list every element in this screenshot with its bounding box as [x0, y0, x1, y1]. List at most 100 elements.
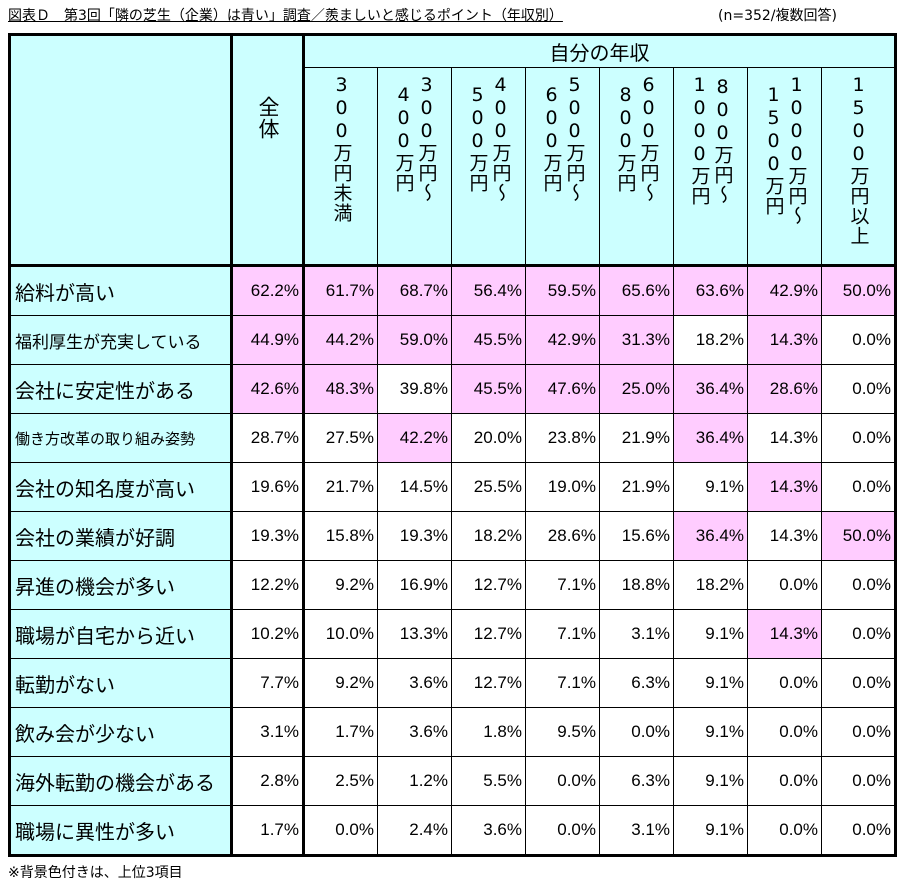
value-cell: 7.1%	[525, 609, 600, 659]
value-cell: 31.3%	[599, 315, 674, 365]
value-cell: 9.1%	[673, 756, 748, 806]
value-cell: 20.0%	[451, 413, 526, 463]
column-label: 1500万円以上	[847, 74, 870, 246]
value-cell: 50.0%	[821, 265, 896, 316]
value-cell: 36.4%	[673, 413, 748, 463]
table-row: 海外転勤の機会がある 2.8% 2.5% 1.2% 5.5% 0.0% 6.3% 9.1% 0.…	[9, 756, 896, 806]
value-cell: 1.7%	[302, 707, 378, 757]
value-cell: 28.7%	[230, 413, 304, 463]
value-cell: 10.0%	[302, 609, 378, 659]
column-header: 500万円～ 600万円	[525, 67, 600, 267]
value-cell: 50.0%	[821, 511, 896, 561]
column-label: 1000万円～ 1500万円	[762, 74, 808, 226]
column-label: 600万円～ 800万円	[614, 74, 660, 203]
value-cell: 61.7%	[302, 265, 378, 316]
row-label: 職場に異性が多い	[9, 805, 232, 856]
value-cell: 14.3%	[747, 315, 822, 365]
column-header: 1500万円以上	[821, 67, 896, 267]
value-cell: 14.5%	[377, 462, 452, 512]
corner-cell	[9, 34, 232, 267]
value-cell: 13.3%	[377, 609, 452, 659]
value-cell: 19.3%	[377, 511, 452, 561]
value-cell: 9.5%	[525, 707, 600, 757]
value-cell: 63.6%	[673, 265, 748, 316]
value-cell: 7.1%	[525, 560, 600, 610]
column-header: 600万円～ 800万円	[599, 67, 674, 267]
value-cell: 0.0%	[821, 609, 896, 659]
column-label: 300万円未満	[330, 74, 353, 223]
row-label: 会社の業績が好調	[9, 511, 232, 561]
value-cell: 1.2%	[377, 756, 452, 806]
value-cell: 9.1%	[673, 707, 748, 757]
column-header: 全体	[230, 34, 304, 267]
sample-note: (n=352/複数回答)	[718, 8, 837, 24]
table-row: 会社の業績が好調 19.3% 15.8% 19.3% 18.2% 28.6% 15.6% 36…	[9, 511, 896, 561]
value-cell: 0.0%	[821, 805, 896, 856]
value-cell: 0.0%	[821, 560, 896, 610]
value-cell: 9.1%	[673, 462, 748, 512]
value-cell: 0.0%	[599, 707, 674, 757]
value-cell: 3.1%	[230, 707, 304, 757]
value-cell: 0.0%	[821, 462, 896, 512]
value-cell: 3.6%	[377, 658, 452, 708]
value-cell: 42.9%	[525, 315, 600, 365]
value-cell: 18.2%	[673, 315, 748, 365]
value-cell: 62.2%	[230, 265, 304, 316]
value-cell: 23.8%	[525, 413, 600, 463]
value-cell: 3.1%	[599, 805, 674, 856]
value-cell: 27.5%	[302, 413, 378, 463]
value-cell: 0.0%	[747, 560, 822, 610]
table-row: 会社に安定性がある 42.6% 48.3% 39.8% 45.5% 47.6% 25.0% 3…	[9, 364, 896, 414]
value-cell: 47.6%	[525, 364, 600, 414]
value-cell: 18.2%	[673, 560, 748, 610]
value-cell: 3.6%	[451, 805, 526, 856]
value-cell: 21.7%	[302, 462, 378, 512]
value-cell: 59.0%	[377, 315, 452, 365]
value-cell: 25.0%	[599, 364, 674, 414]
value-cell: 56.4%	[451, 265, 526, 316]
header-row: 全体 自分の年収	[9, 34, 896, 267]
value-cell: 14.3%	[747, 462, 822, 512]
row-label: 職場が自宅から近い	[9, 609, 232, 659]
column-header: 1000万円～ 1500万円	[747, 67, 822, 267]
value-cell: 2.8%	[230, 756, 304, 806]
value-cell: 0.0%	[747, 658, 822, 708]
column-label: 300万円～ 400万円	[392, 74, 438, 203]
value-cell: 3.1%	[599, 609, 674, 659]
value-cell: 36.4%	[673, 511, 748, 561]
value-cell: 68.7%	[377, 265, 452, 316]
value-cell: 36.4%	[673, 364, 748, 414]
table-row: 会社の知名度が高い 19.6% 21.7% 14.5% 25.5% 19.0% 21.9% 9…	[9, 462, 896, 512]
value-cell: 12.7%	[451, 560, 526, 610]
value-cell: 7.7%	[230, 658, 304, 708]
column-header: 300万円～ 400万円	[377, 67, 452, 267]
value-cell: 18.8%	[599, 560, 674, 610]
value-cell: 18.2%	[451, 511, 526, 561]
value-cell: 1.8%	[451, 707, 526, 757]
row-label: 昇進の機会が多い	[9, 560, 232, 610]
value-cell: 45.5%	[451, 315, 526, 365]
group-header: 自分の年収	[302, 34, 896, 68]
value-cell: 2.5%	[302, 756, 378, 806]
header-row: 300万円未満 300万円～ 400万円 400万円～ 500万円 500万円～ 60…	[10, 67, 896, 267]
table-row: 職場が自宅から近い 10.2% 10.0% 13.3% 12.7% 7.1% 3.1% 9.1…	[9, 609, 896, 659]
row-label: 給料が高い	[9, 265, 232, 316]
row-label: 福利厚生が充実している	[9, 315, 232, 365]
value-cell: 12.7%	[451, 609, 526, 659]
column-header: 800万円～ 1000万円	[673, 67, 748, 267]
value-cell: 25.5%	[451, 462, 526, 512]
row-label: 転勤がない	[9, 658, 232, 708]
column-label: 全体	[256, 96, 280, 140]
value-cell: 0.0%	[821, 756, 896, 806]
value-cell: 48.3%	[302, 364, 378, 414]
value-cell: 39.8%	[377, 364, 452, 414]
table-row: 転勤がない 7.7% 9.2% 3.6% 12.7% 7.1% 6.3% 9.1% 0.0% 0.…	[9, 658, 896, 708]
title: 図表Ｄ 第3回「隣の芝生（企業）は青い」調査／羨ましいと感じるポイント（年収別）	[8, 8, 563, 24]
column-header: 400万円～ 500万円	[451, 67, 526, 267]
value-cell: 6.3%	[599, 756, 674, 806]
value-cell: 16.9%	[377, 560, 452, 610]
value-cell: 19.3%	[230, 511, 304, 561]
value-cell: 42.9%	[747, 265, 822, 316]
value-cell: 21.9%	[599, 413, 674, 463]
value-cell: 65.6%	[599, 265, 674, 316]
